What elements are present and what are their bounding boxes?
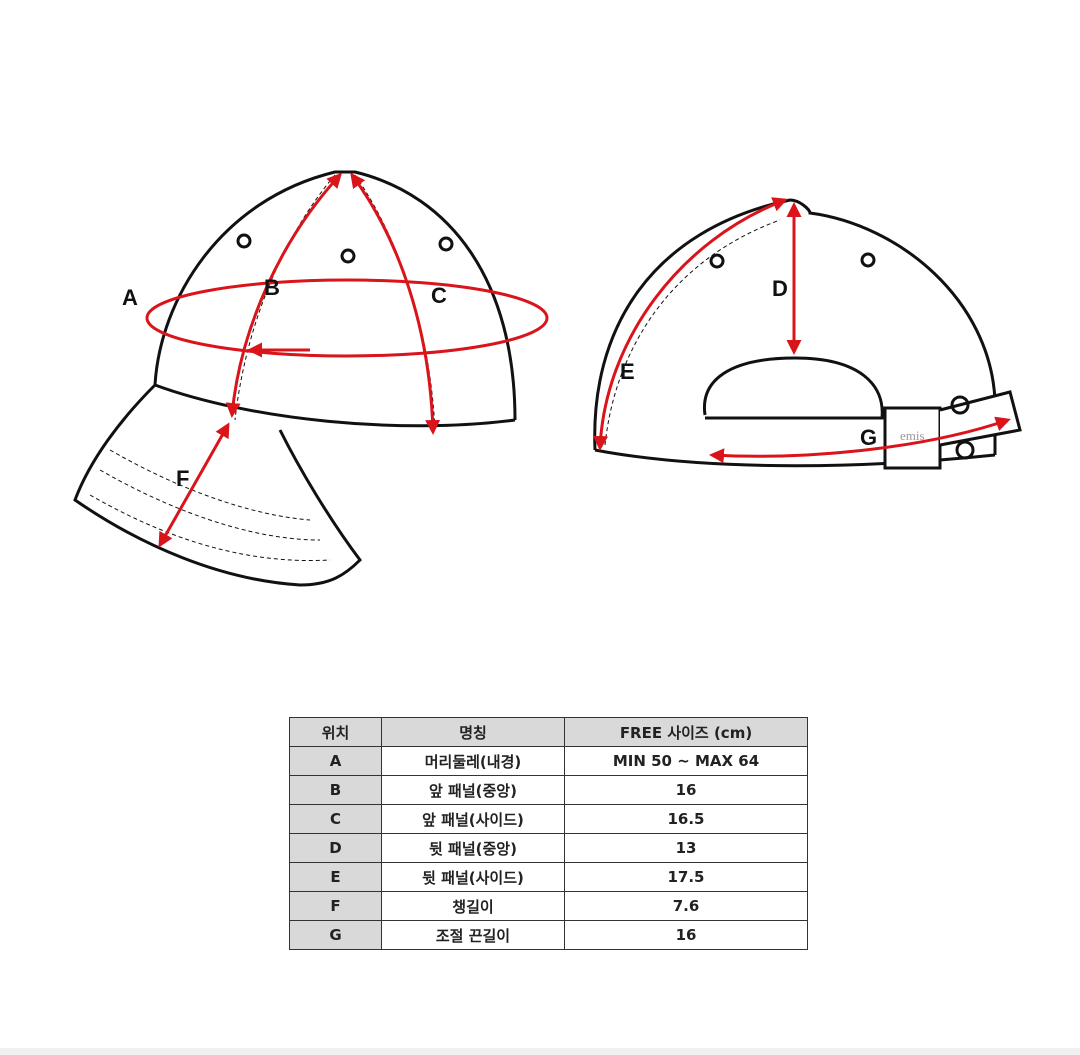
cell-name: 앞 패널(사이드) [381,804,565,834]
cell-size: 17.5 [564,862,808,892]
label-c: C [431,283,447,308]
arrow-b-front-center [225,172,343,418]
cell-name: 조절 끈길이 [381,920,565,950]
label-a: A [122,285,138,310]
table-row: F 챙길이 7.6 [289,891,808,921]
label-d: D [772,276,788,301]
arrow-c-front-side [350,172,441,435]
cell-name: 머리둘레(내경) [381,746,565,776]
header-name: 명칭 [381,717,565,747]
header-position: 위치 [289,717,382,747]
size-table: 위치 명칭 FREE 사이즈 (cm) A 머리둘레(내경) MIN 50 ~ MA… [289,717,808,950]
header-size: FREE 사이즈 (cm) [564,717,808,747]
cell-name: 챙길이 [381,891,565,921]
label-e: E [620,359,635,384]
cell-position: A [289,746,382,776]
cap-measurement-diagram: emis A B C D E F G [73,170,1022,587]
arrow-g-strap [709,416,1011,464]
front-cap-arrows [145,172,549,548]
arrow-f-brim [158,422,230,548]
cell-position: E [289,862,382,892]
measurement-labels: A B C D E F G [122,275,877,491]
cell-size: 7.6 [564,891,808,921]
table-header-row: 위치 명칭 FREE 사이즈 (cm) [289,717,808,747]
label-b: B [264,275,280,300]
cell-position: D [289,833,382,863]
cell-size: MIN 50 ~ MAX 64 [564,746,808,776]
table-row: A 머리둘레(내경) MIN 50 ~ MAX 64 [289,746,808,776]
table-row: G 조절 끈길이 16 [289,920,808,950]
cell-size: 16 [564,775,808,805]
cell-name: 뒷 패널(사이드) [381,862,565,892]
label-g: G [860,425,877,450]
cell-size: 13 [564,833,808,863]
cell-position: C [289,804,382,834]
cell-name: 앞 패널(중앙) [381,775,565,805]
arrow-a-circumference [145,278,549,358]
cell-name: 뒷 패널(중앙) [381,833,565,863]
cell-size: 16 [564,920,808,950]
cell-position: F [289,891,382,921]
arrow-e-back-side [593,197,788,451]
cell-position: B [289,775,382,805]
label-f: F [176,466,189,491]
back-cap-drawing: emis [593,198,1022,470]
back-cap-arrows [593,197,1011,464]
cell-size: 16.5 [564,804,808,834]
cell-position: G [289,920,382,950]
bottom-divider [0,1048,1080,1055]
